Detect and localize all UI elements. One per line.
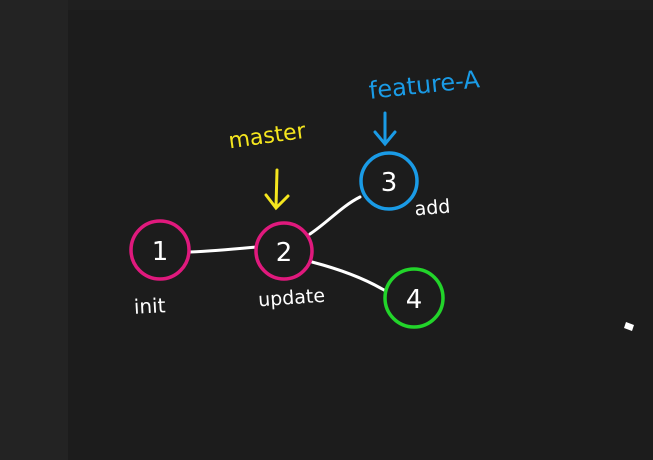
commit-node-2[interactable]: 2 — [254, 221, 314, 281]
left-panel — [0, 0, 68, 460]
commit-node-1[interactable]: 1 — [129, 219, 191, 281]
master-label: master — [227, 119, 308, 155]
caption-init: init — [133, 293, 166, 319]
commit-label-2: 2 — [276, 238, 293, 268]
mouse-cursor-icon — [624, 322, 634, 331]
commit-label-3: 3 — [381, 168, 398, 198]
edge-1-2 — [188, 245, 258, 254]
commit-node-4[interactable]: 4 — [383, 267, 445, 329]
master-arrow-icon — [264, 168, 290, 211]
edge-2-4 — [310, 260, 386, 292]
caption-update: update — [257, 285, 325, 312]
edge-2-3 — [308, 195, 362, 236]
feature-arrow-icon — [373, 111, 397, 147]
commit-node-3[interactable]: 3 — [359, 151, 419, 211]
commit-label-4: 4 — [406, 285, 423, 315]
feature-label: feature-A — [367, 65, 481, 105]
top-bar — [68, 0, 653, 10]
caption-add: add — [414, 196, 452, 221]
commit-label-1: 1 — [152, 237, 169, 267]
